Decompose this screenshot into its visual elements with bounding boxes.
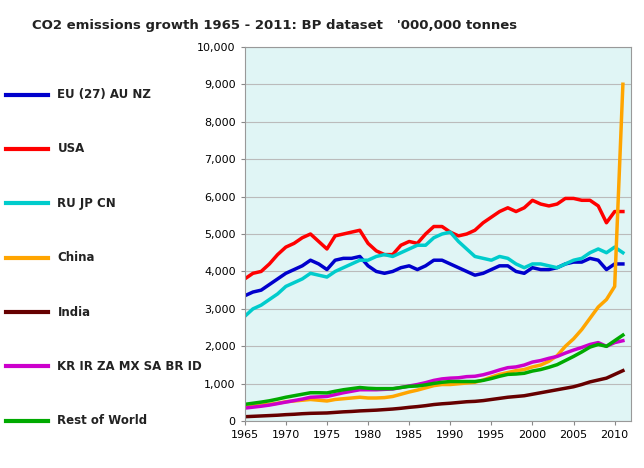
Text: China: China: [57, 251, 95, 264]
Text: RU JP CN: RU JP CN: [57, 197, 116, 210]
Text: EU (27) AU NZ: EU (27) AU NZ: [57, 88, 151, 101]
Text: USA: USA: [57, 142, 85, 155]
Text: Rest of World: Rest of World: [57, 414, 147, 427]
Text: CO2 emissions growth 1965 - 2011: BP dataset   '000,000 tonnes: CO2 emissions growth 1965 - 2011: BP dat…: [32, 19, 517, 32]
Text: KR IR ZA MX SA BR ID: KR IR ZA MX SA BR ID: [57, 360, 202, 373]
Text: India: India: [57, 306, 91, 319]
